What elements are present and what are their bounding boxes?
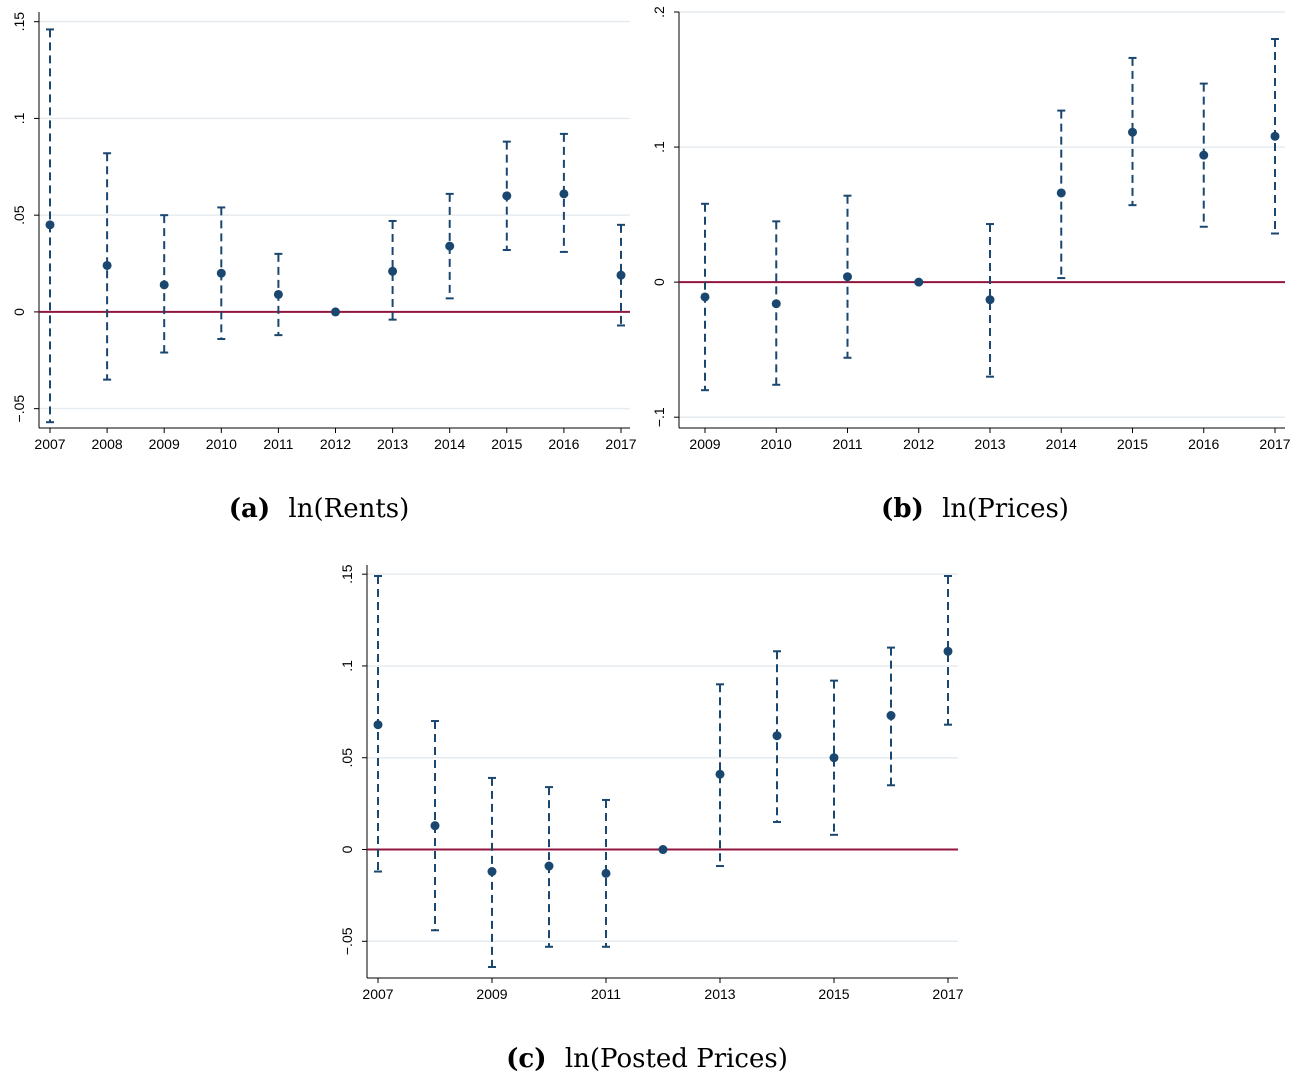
x-tick-label-prices-6: 2015: [1117, 436, 1148, 452]
y-tick-label-posted_prices-1: 0: [339, 845, 355, 853]
point-posted_prices-2007: [373, 720, 383, 730]
x-tick-label-prices-8: 2017: [1259, 436, 1290, 452]
caption-letter-rents: (a): [229, 494, 270, 524]
point-prices-2013: [985, 295, 995, 305]
point-posted_prices-2010: [544, 861, 554, 871]
x-tick-label-prices-2: 2011: [832, 436, 862, 452]
x-tick-label-rents-1: 2008: [92, 436, 123, 452]
point-rents-2009: [159, 280, 169, 290]
x-tick-label-rents-9: 2016: [548, 436, 579, 452]
x-tick-label-rents-10: 2017: [605, 436, 636, 452]
x-tick-label-prices-0: 2009: [689, 436, 720, 452]
point-posted_prices-2013: [715, 769, 725, 779]
point-posted_prices-2009: [487, 867, 497, 877]
x-tick-label-prices-1: 2010: [761, 436, 792, 452]
x-tick-label-rents-7: 2014: [434, 436, 465, 452]
point-rents-2007: [45, 220, 55, 230]
point-posted_prices-2011: [601, 868, 611, 878]
x-tick-label-prices-4: 2013: [974, 436, 1005, 452]
x-tick-label-posted_prices-3: 2013: [704, 986, 735, 1002]
point-rents-2010: [216, 268, 226, 278]
point-posted_prices-2015: [829, 753, 839, 763]
x-tick-label-prices-3: 2012: [903, 436, 934, 452]
point-prices-2015: [1128, 127, 1137, 137]
x-tick-label-posted_prices-2: 2011: [591, 986, 621, 1002]
caption-label-prices: ln(Prices): [942, 494, 1069, 524]
y-tick-label-rents-0: −.05: [11, 395, 27, 423]
point-prices-2009: [700, 292, 710, 302]
y-tick-label-prices-3: .2: [651, 6, 667, 18]
y-tick-label-prices-2: .1: [651, 141, 667, 153]
y-tick-label-rents-3: .1: [11, 112, 27, 124]
point-posted_prices-2017: [943, 646, 953, 656]
caption-label-posted-prices: ln(Posted Prices): [565, 1044, 788, 1074]
x-tick-label-posted_prices-5: 2017: [932, 986, 963, 1002]
point-rents-2008: [102, 260, 112, 270]
point-posted_prices-2008: [430, 821, 440, 831]
y-tick-label-prices-0: −.1: [651, 407, 667, 427]
panel-prices: −.1 0 .1 .2 2009 2010 2011 2012 2013 2014 2015 2016…: [651, 6, 1291, 452]
x-tick-label-posted_prices-1: 2009: [476, 986, 507, 1002]
point-rents-2017: [616, 270, 626, 280]
point-rents-2012: [331, 307, 340, 317]
x-tick-label-prices-5: 2014: [1046, 436, 1077, 452]
panel-posted-prices: −.05 0 .05 .1 .15 2007 2009 2011 2013 2015 2017: [339, 564, 964, 1002]
x-tick-label-rents-3: 2010: [206, 436, 237, 452]
x-tick-label-rents-5: 2012: [320, 436, 351, 452]
point-posted_prices-2016: [886, 711, 896, 721]
y-tick-label-rents-2: .05: [11, 205, 27, 225]
point-prices-2010: [771, 299, 781, 309]
y-tick-label-prices-1: 0: [651, 278, 667, 286]
caption-rents: (a) ln(Rents): [229, 494, 410, 524]
caption-label-rents: ln(Rents): [288, 494, 409, 524]
y-tick-label-posted_prices-3: .1: [339, 660, 355, 672]
x-tick-label-rents-0: 2007: [34, 436, 65, 452]
x-tick-label-rents-8: 2015: [491, 436, 522, 452]
point-prices-2012: [914, 277, 924, 287]
point-prices-2017: [1270, 131, 1280, 141]
y-tick-label-posted_prices-0: −.05: [339, 927, 355, 955]
y-tick-label-posted_prices-2: .05: [339, 748, 355, 768]
x-tick-label-posted_prices-0: 2007: [362, 986, 393, 1002]
x-tick-label-rents-4: 2011: [263, 436, 293, 452]
point-rents-2014: [445, 241, 455, 251]
point-rents-2011: [273, 289, 283, 299]
x-tick-label-prices-7: 2016: [1188, 436, 1219, 452]
caption-posted-prices: (c) ln(Posted Prices): [506, 1044, 788, 1074]
point-rents-2016: [559, 189, 569, 199]
x-tick-label-rents-2: 2009: [149, 436, 180, 452]
panel-rents: −.05 0 .05 .1 .15 2007 2008 2009 2010 2011 2012 201…: [11, 12, 637, 452]
x-tick-label-rents-6: 2013: [377, 436, 408, 452]
point-posted_prices-2012: [658, 845, 668, 855]
y-tick-label-rents-4: .15: [11, 12, 27, 32]
point-prices-2016: [1199, 150, 1209, 160]
point-rents-2015: [502, 191, 512, 201]
y-tick-label-rents-1: 0: [11, 308, 27, 316]
caption-letter-posted-prices: (c): [506, 1044, 546, 1074]
point-prices-2014: [1056, 188, 1066, 198]
caption-prices: (b) ln(Prices): [881, 494, 1069, 524]
point-rents-2013: [388, 266, 398, 276]
caption-letter-prices: (b): [881, 494, 924, 524]
y-tick-label-posted_prices-4: .15: [339, 564, 355, 584]
point-prices-2011: [843, 272, 852, 282]
x-tick-label-posted_prices-4: 2015: [818, 986, 849, 1002]
point-posted_prices-2014: [772, 731, 782, 741]
